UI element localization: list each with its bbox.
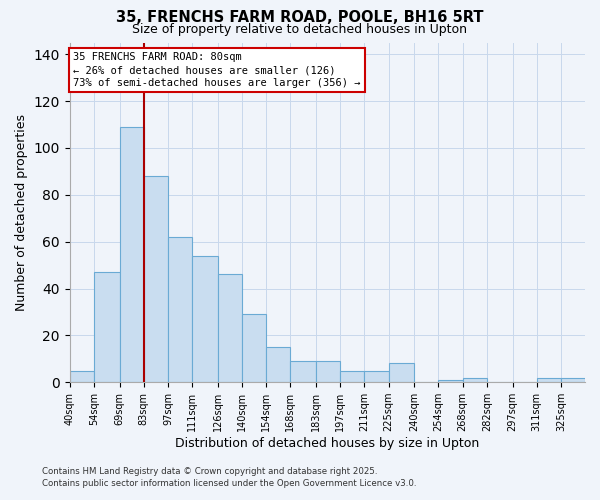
Bar <box>168 237 192 382</box>
Bar <box>389 364 415 382</box>
Bar <box>537 378 561 382</box>
Text: 35 FRENCHS FARM ROAD: 80sqm
← 26% of detached houses are smaller (126)
73% of se: 35 FRENCHS FARM ROAD: 80sqm ← 26% of det… <box>73 52 361 88</box>
Y-axis label: Number of detached properties: Number of detached properties <box>15 114 28 311</box>
Bar <box>316 361 340 382</box>
Bar <box>439 380 463 382</box>
Text: 35, FRENCHS FARM ROAD, POOLE, BH16 5RT: 35, FRENCHS FARM ROAD, POOLE, BH16 5RT <box>116 10 484 25</box>
Bar <box>218 274 242 382</box>
Bar <box>340 370 364 382</box>
Bar <box>70 370 94 382</box>
Bar <box>192 256 218 382</box>
Bar <box>242 314 266 382</box>
Bar <box>561 378 585 382</box>
Bar <box>94 272 119 382</box>
X-axis label: Distribution of detached houses by size in Upton: Distribution of detached houses by size … <box>175 437 479 450</box>
Bar <box>290 361 316 382</box>
Bar <box>364 370 389 382</box>
Bar <box>266 347 290 382</box>
Text: Contains HM Land Registry data © Crown copyright and database right 2025.
Contai: Contains HM Land Registry data © Crown c… <box>42 466 416 487</box>
Bar <box>463 378 487 382</box>
Bar <box>144 176 168 382</box>
Text: Size of property relative to detached houses in Upton: Size of property relative to detached ho… <box>133 22 467 36</box>
Bar <box>119 127 144 382</box>
